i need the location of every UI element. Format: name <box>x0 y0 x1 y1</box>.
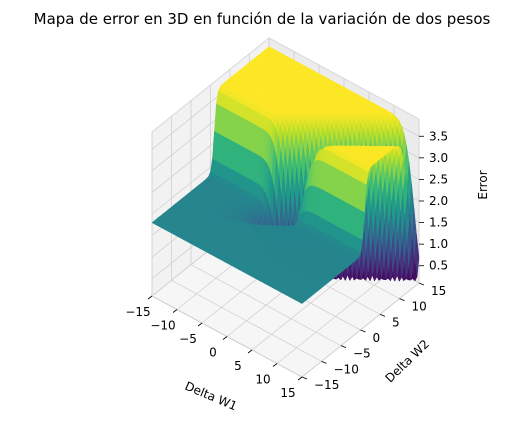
y-tick-label: −15 <box>314 378 339 392</box>
x-tick-label: 0 <box>209 346 217 360</box>
tick-mark <box>297 376 303 381</box>
y-tick-label: 0 <box>373 331 381 345</box>
error-surface <box>151 46 420 304</box>
z-axis-label: Error <box>476 170 490 199</box>
tick-mark <box>321 360 327 364</box>
y-tick-label: 15 <box>431 284 446 298</box>
tick-mark <box>247 349 253 354</box>
tick-mark <box>360 329 366 333</box>
tick-mark <box>418 282 425 286</box>
tick-mark <box>272 363 278 367</box>
tick-mark <box>340 345 347 349</box>
tick-mark <box>222 336 228 340</box>
axis-ticks: −15−10−5051015−15−10−50510150.51.01.52.0… <box>125 129 448 400</box>
tick-mark <box>147 295 153 300</box>
grid-y-floor <box>171 279 322 362</box>
x-tick-label: −15 <box>125 305 150 319</box>
grid-y-floor <box>190 264 342 347</box>
tick-mark <box>399 298 405 302</box>
chart-title: Mapa de error en 3D en función de la var… <box>34 10 491 28</box>
tick-mark <box>379 313 386 317</box>
z-tick-label: 0.5 <box>429 259 448 273</box>
z-tick-label: 3.5 <box>429 129 448 143</box>
x-tick-label: 15 <box>280 386 295 400</box>
x-axis-label: Delta W1 <box>183 379 239 414</box>
surface-patch <box>299 300 305 304</box>
y-tick-label: 5 <box>392 315 400 329</box>
tick-mark <box>301 376 308 380</box>
x-tick-label: −5 <box>179 332 197 346</box>
tick-mark <box>197 322 203 327</box>
x-tick-label: 5 <box>234 359 242 373</box>
y-tick-label: −5 <box>353 347 371 361</box>
z-tick-label: 2.0 <box>429 194 448 208</box>
tick-mark <box>172 309 178 313</box>
x-tick-label: −10 <box>150 319 175 333</box>
z-tick-label: 2.5 <box>429 172 448 186</box>
z-tick-label: 1.0 <box>429 237 448 251</box>
x-tick-label: 10 <box>255 373 270 387</box>
y-tick-label: −10 <box>334 362 359 376</box>
y-axis-label: Delta W2 <box>382 337 432 386</box>
z-tick-label: 1.5 <box>429 216 448 230</box>
z-tick-label: 3.0 <box>429 151 448 165</box>
y-tick-label: 10 <box>412 300 427 314</box>
